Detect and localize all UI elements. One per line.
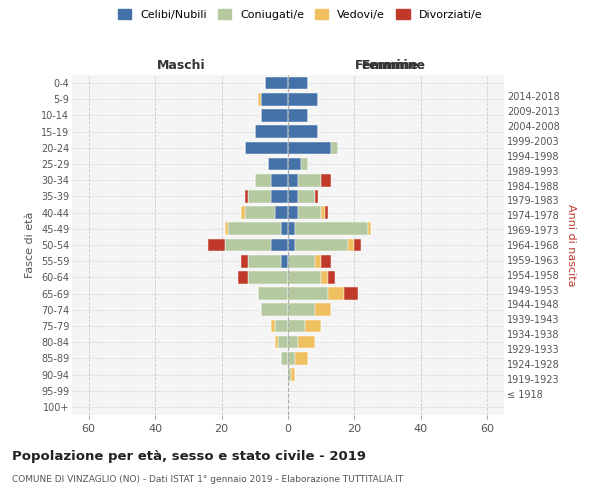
Bar <box>271 238 288 252</box>
Bar <box>262 109 288 122</box>
Bar <box>288 142 331 154</box>
Bar <box>245 206 275 219</box>
Bar <box>288 368 292 381</box>
Text: Femmine: Femmine <box>362 59 427 72</box>
Bar <box>298 336 314 348</box>
Bar <box>325 206 328 219</box>
Bar <box>321 206 325 219</box>
Bar <box>301 158 308 170</box>
Bar <box>248 255 281 268</box>
Bar <box>225 222 228 235</box>
Bar <box>275 336 278 348</box>
Bar <box>281 352 288 364</box>
Text: COMUNE DI VINZAGLIO (NO) - Dati ISTAT 1° gennaio 2019 - Elaborazione TUTTITALIA.: COMUNE DI VINZAGLIO (NO) - Dati ISTAT 1°… <box>12 475 403 484</box>
Bar <box>288 174 298 186</box>
Bar <box>292 368 295 381</box>
Bar <box>328 288 344 300</box>
Bar <box>288 255 314 268</box>
Bar <box>288 271 321 283</box>
Bar <box>275 320 288 332</box>
Bar <box>278 336 288 348</box>
Y-axis label: Anni di nascita: Anni di nascita <box>566 204 576 286</box>
Bar <box>225 238 271 252</box>
Bar <box>288 238 295 252</box>
Bar <box>262 304 288 316</box>
Bar <box>288 109 308 122</box>
Bar <box>288 222 295 235</box>
Bar <box>258 93 262 106</box>
Bar <box>288 320 305 332</box>
Bar <box>268 158 288 170</box>
Bar <box>241 206 245 219</box>
Bar <box>288 206 298 219</box>
Bar <box>298 174 321 186</box>
Bar <box>271 190 288 202</box>
Bar <box>314 190 318 202</box>
Bar <box>321 255 331 268</box>
Text: Maschi: Maschi <box>157 59 206 72</box>
Bar <box>331 142 338 154</box>
Bar <box>288 77 308 90</box>
Bar <box>295 238 348 252</box>
Bar <box>248 190 271 202</box>
Bar <box>288 288 328 300</box>
Bar <box>305 320 321 332</box>
Bar <box>321 174 331 186</box>
Bar <box>208 238 225 252</box>
Y-axis label: Fasce di età: Fasce di età <box>25 212 35 278</box>
Bar <box>275 206 288 219</box>
Bar <box>245 142 288 154</box>
Bar <box>245 190 248 202</box>
Bar <box>288 158 301 170</box>
Bar <box>262 93 288 106</box>
Bar <box>344 288 358 300</box>
Bar <box>288 304 314 316</box>
Bar <box>298 206 321 219</box>
Bar <box>241 255 248 268</box>
Bar <box>295 222 368 235</box>
Text: Popolazione per età, sesso e stato civile - 2019: Popolazione per età, sesso e stato civil… <box>12 450 366 463</box>
Bar <box>271 174 288 186</box>
Bar <box>288 190 298 202</box>
Bar <box>288 336 298 348</box>
Bar <box>265 77 288 90</box>
Bar <box>228 222 281 235</box>
Bar <box>248 271 288 283</box>
Bar <box>238 271 248 283</box>
Bar <box>348 238 355 252</box>
Bar <box>295 352 308 364</box>
Bar <box>314 304 331 316</box>
Bar <box>321 271 328 283</box>
Bar <box>255 126 288 138</box>
Bar <box>298 190 314 202</box>
Bar <box>281 255 288 268</box>
Bar <box>368 222 371 235</box>
Bar <box>258 288 288 300</box>
Bar <box>288 352 295 364</box>
Text: Femmine: Femmine <box>355 58 419 71</box>
Bar <box>288 126 318 138</box>
Bar <box>355 238 361 252</box>
Bar <box>255 174 271 186</box>
Bar <box>314 255 321 268</box>
Bar <box>271 320 275 332</box>
Bar <box>328 271 335 283</box>
Legend: Celibi/Nubili, Coniugati/e, Vedovi/e, Divorziati/e: Celibi/Nubili, Coniugati/e, Vedovi/e, Di… <box>115 6 485 23</box>
Bar <box>288 93 318 106</box>
Bar <box>281 222 288 235</box>
